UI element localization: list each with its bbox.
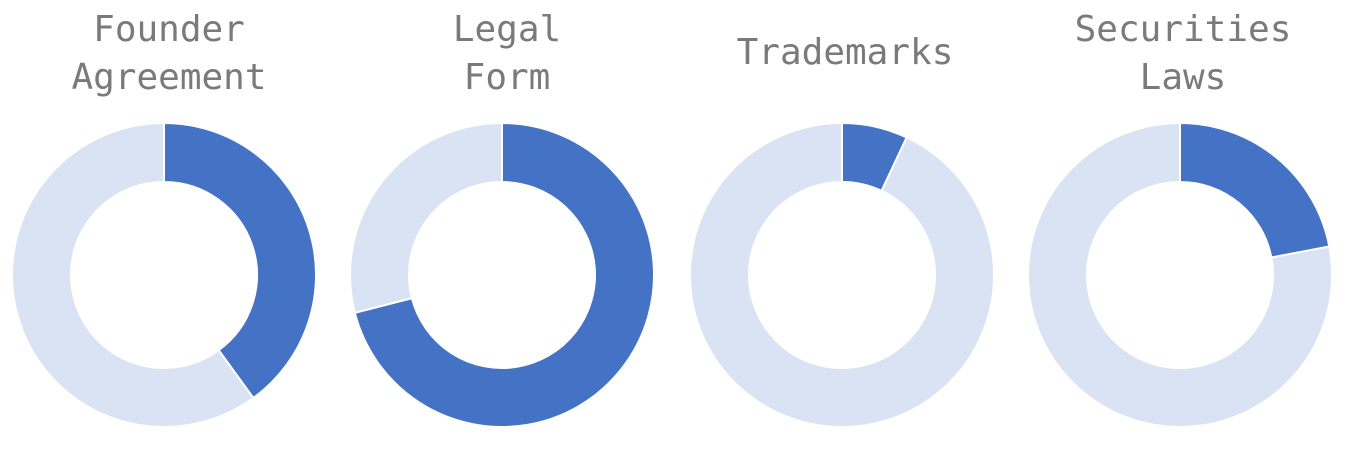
- chart-title: Legal Form: [338, 6, 676, 102]
- donut-slice-remainder: [689, 121, 995, 428]
- chart-founder-agreement: Founder Agreement: [0, 0, 338, 450]
- chart-title-line: Legal: [452, 9, 562, 50]
- donut-slice-primary: [163, 121, 317, 400]
- chart-title-line: Laws: [1139, 57, 1227, 98]
- chart-title: Securities Laws: [1014, 6, 1350, 102]
- chart-title: Founder Agreement: [0, 6, 338, 102]
- chart-title-line: Securities: [1074, 9, 1292, 50]
- chart-legal-form: Legal Form: [338, 0, 676, 450]
- chart-title-line: Trademarks: [736, 32, 954, 73]
- donut-founder-agreement: [11, 121, 317, 428]
- chart-securities-laws: Securities Laws: [1014, 0, 1350, 450]
- donut-trademarks: [689, 121, 995, 428]
- donut-legal-form: [349, 121, 655, 428]
- donut-slice-remainder: [349, 121, 503, 315]
- chart-title-line: Agreement: [71, 57, 267, 98]
- donut-securities-laws: [1027, 121, 1333, 428]
- chart-title-line: Founder: [93, 9, 245, 50]
- chart-trademarks: Trademarks: [676, 0, 1014, 450]
- donut-slice-primary: [1179, 121, 1331, 259]
- donut-slice-primary: [353, 121, 655, 428]
- donut-slice-remainder: [11, 121, 255, 428]
- donut-slice-remainder: [1027, 121, 1333, 428]
- chart-title: Trademarks: [676, 29, 1014, 77]
- chart-title-line: Form: [463, 57, 551, 98]
